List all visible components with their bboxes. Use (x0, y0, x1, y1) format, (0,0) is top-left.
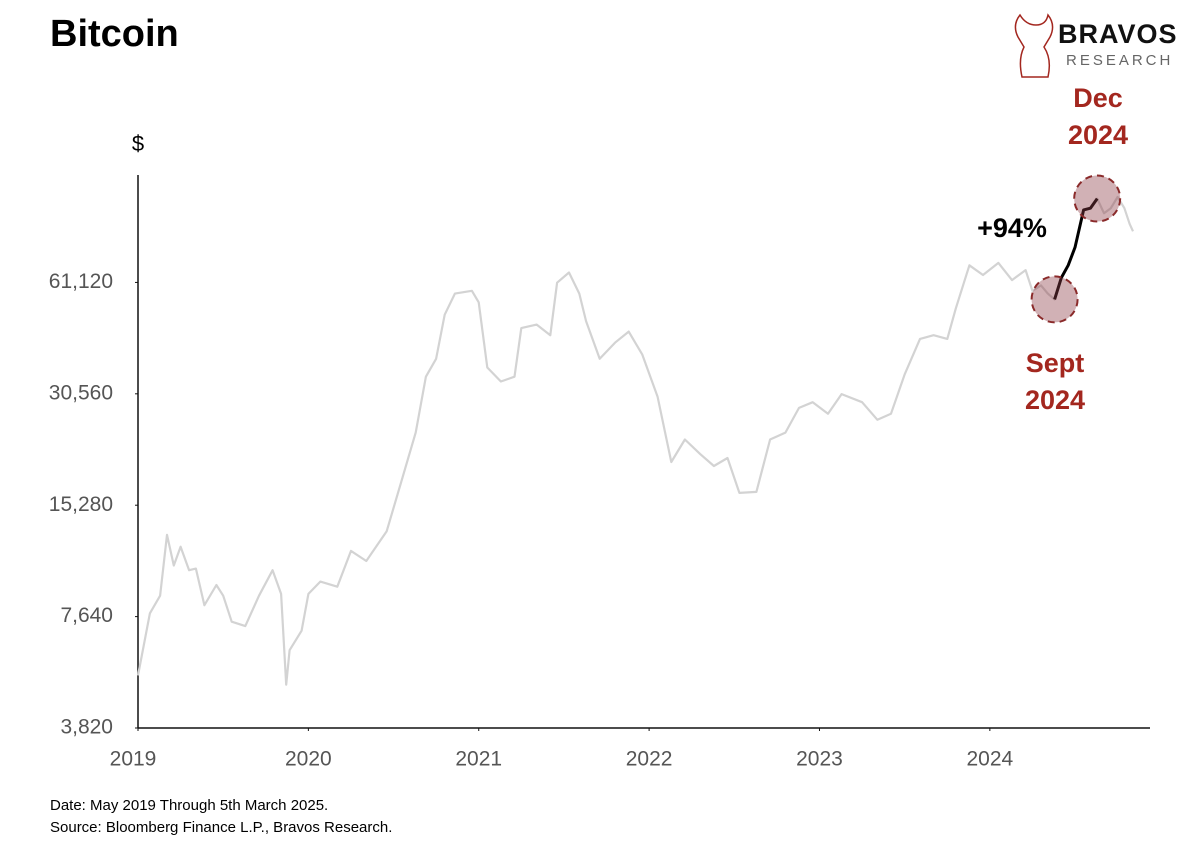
y-axis-label: $ (132, 131, 144, 156)
x-tick-label: 2019 (110, 748, 157, 771)
y-tick-label: 61,120 (49, 270, 113, 293)
start-label: 2024 (1025, 385, 1085, 415)
x-tick-label: 2020 (285, 748, 332, 771)
price-line (136, 195, 1135, 686)
end-label: Dec (1073, 83, 1123, 113)
x-tick-label: 2022 (626, 748, 673, 771)
end-label: 2024 (1068, 120, 1128, 150)
y-tick-label: 30,560 (49, 381, 113, 404)
x-tick-label: 2023 (796, 748, 843, 771)
x-tick-label: 2021 (455, 748, 502, 771)
y-tick-label: 3,820 (60, 716, 113, 739)
chart-title: Bitcoin (50, 13, 179, 55)
change-label: +94% (977, 213, 1047, 243)
end-circle (1073, 174, 1122, 223)
start-circle (1030, 275, 1079, 324)
brand-name: BRAVOS (1058, 19, 1178, 49)
note: Date: May 2019 Through 5th March 2025. (50, 797, 328, 814)
brand-logo (1014, 13, 1054, 78)
note: Source: Bloomberg Finance L.P., Bravos R… (50, 819, 392, 836)
logo-icon (1014, 13, 1054, 78)
y-tick-label: 15,280 (49, 493, 113, 516)
y-tick-label: 7,640 (60, 604, 113, 627)
brand-subtitle: RESEARCH (1066, 52, 1173, 69)
start-label: Sept (1026, 348, 1085, 378)
x-tick-label: 2024 (966, 748, 1013, 771)
